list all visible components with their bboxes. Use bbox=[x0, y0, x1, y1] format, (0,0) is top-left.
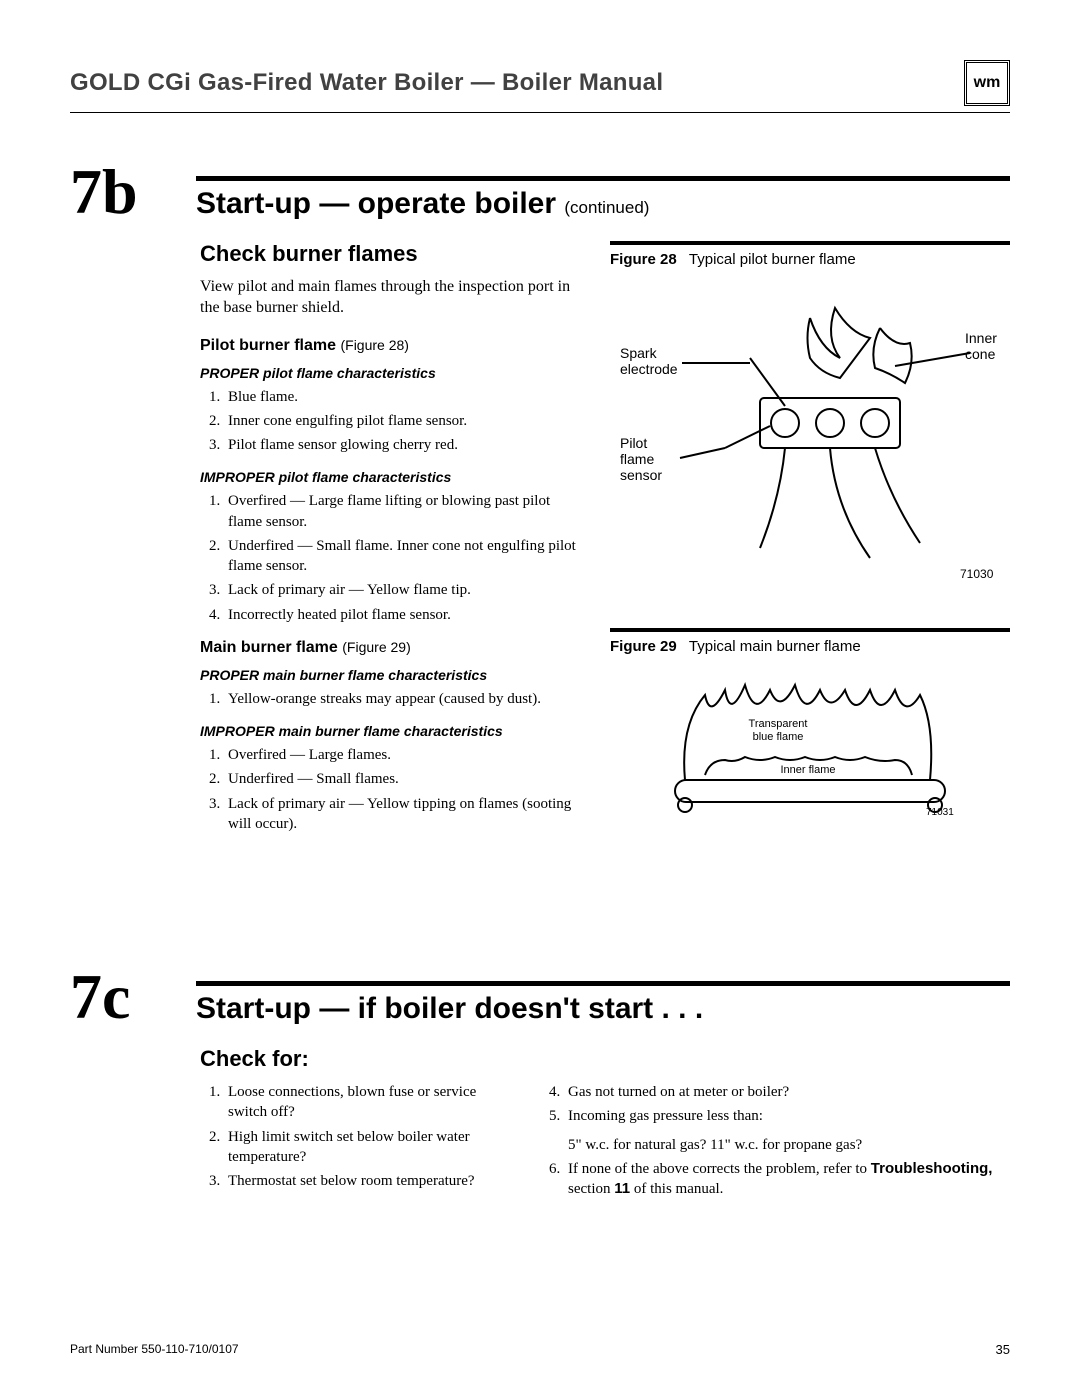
brand-logo: wm bbox=[964, 60, 1010, 106]
section-7c-head: 7c Start-up — if boiler doesn't start . … bbox=[70, 968, 1010, 1026]
bold-text: Troubleshooting, bbox=[871, 1160, 993, 1177]
check-list-right: Gas not turned on at meter or boiler? In… bbox=[564, 1082, 1010, 1199]
main-figref: (Figure 29) bbox=[342, 639, 410, 655]
right-column: Figure 28 Typical pilot burner flame bbox=[610, 241, 1010, 848]
bold-text: 11 bbox=[614, 1180, 630, 1197]
list-item: If none of the above corrects the proble… bbox=[564, 1159, 1010, 1200]
section-title-wrap: Start-up — operate boiler (continued) bbox=[196, 176, 1010, 221]
figure-28-diagram: Spark electrode Inner cone Pilot flame s… bbox=[610, 278, 1010, 598]
figure-29-diagram: Transparent blue flame Inner flame 71031 bbox=[610, 665, 1010, 825]
pilot-heading: Pilot burner flame (Figure 28) bbox=[200, 337, 580, 355]
svg-text:blue flame: blue flame bbox=[753, 731, 804, 743]
list-item: Gas not turned on at meter or boiler? bbox=[564, 1082, 1010, 1102]
section-number: 7c bbox=[70, 968, 180, 1026]
section-title: Start-up — if boiler doesn't start . . . bbox=[196, 992, 703, 1025]
left-column: Check burner flames View pilot and main … bbox=[200, 241, 580, 848]
check-for-left: Loose connections, blown fuse or service… bbox=[200, 1082, 510, 1213]
section-7b-body: Check burner flames View pilot and main … bbox=[200, 241, 1010, 848]
svg-text:cone: cone bbox=[965, 346, 996, 362]
check-list-left: Loose connections, blown fuse or service… bbox=[224, 1082, 510, 1191]
proper-main-h: PROPER main burner flame characteristics bbox=[200, 667, 580, 683]
section-title-text: Start-up — operate boiler bbox=[196, 187, 556, 220]
improper-pilot-h: IMPROPER pilot flame characteristics bbox=[200, 469, 580, 485]
logo-text: wm bbox=[974, 74, 1001, 92]
proper-pilot-h: PROPER pilot flame characteristics bbox=[200, 365, 580, 381]
item-text: section bbox=[568, 1181, 614, 1197]
manual-title: GOLD CGi Gas-Fired Water Boiler — Boiler… bbox=[70, 69, 663, 97]
section-7b-head: 7b Start-up — operate boiler (continued) bbox=[70, 163, 1010, 221]
proper-main-list: Yellow-orange streaks may appear (caused… bbox=[224, 689, 580, 709]
list-item: Incorrectly heated pilot flame sensor. bbox=[224, 605, 580, 625]
continued-label: (continued) bbox=[564, 198, 649, 217]
list-item: Overfired — Large flame lifting or blowi… bbox=[224, 491, 580, 532]
main-title: Main burner flame bbox=[200, 639, 338, 656]
check-for-columns: Loose connections, blown fuse or service… bbox=[200, 1082, 1010, 1213]
svg-text:sensor: sensor bbox=[620, 467, 662, 483]
improper-main-h: IMPROPER main burner flame characteristi… bbox=[200, 723, 580, 739]
list-item: Blue flame. bbox=[224, 387, 580, 407]
svg-text:Pilot: Pilot bbox=[620, 435, 647, 451]
fig-id: 71031 bbox=[926, 807, 954, 818]
list-item: Lack of primary air — Yellow flame tip. bbox=[224, 580, 580, 600]
list-item: Underfired — Small flames. bbox=[224, 769, 580, 789]
fig-caption-text: Typical main burner flame bbox=[689, 638, 861, 655]
item-text: of this manual. bbox=[630, 1181, 723, 1197]
list-item: Incoming gas pressure less than: 5" w.c.… bbox=[564, 1106, 1010, 1155]
page-number: 35 bbox=[996, 1342, 1010, 1357]
pilot-flame-svg: Spark electrode Inner cone Pilot flame s… bbox=[610, 278, 1010, 598]
label-spark: Spark bbox=[620, 345, 658, 361]
section-title: Start-up — operate boiler (continued) bbox=[196, 187, 649, 220]
section-number: 7b bbox=[70, 163, 180, 221]
fig-label: Figure 28 bbox=[610, 251, 677, 268]
list-item: Thermostat set below room temperature? bbox=[224, 1171, 510, 1191]
sub-text: 5" w.c. for natural gas? 11" w.c. for pr… bbox=[568, 1135, 1010, 1155]
list-item: Underfired — Small flame. Inner cone not… bbox=[224, 536, 580, 577]
svg-text:Transparent: Transparent bbox=[749, 718, 808, 730]
list-item: Inner cone engulfing pilot flame sensor. bbox=[224, 411, 580, 431]
svg-text:Inner flame: Inner flame bbox=[780, 764, 835, 776]
figure-28-caption: Figure 28 Typical pilot burner flame bbox=[610, 251, 1010, 268]
list-item: Yellow-orange streaks may appear (caused… bbox=[224, 689, 580, 709]
section-7c: 7c Start-up — if boiler doesn't start . … bbox=[70, 968, 1010, 1213]
check-burner-heading: Check burner flames bbox=[200, 241, 580, 267]
figure-29-caption: Figure 29 Typical main burner flame bbox=[610, 638, 1010, 655]
fig-label: Figure 29 bbox=[610, 638, 677, 655]
list-item: Loose connections, blown fuse or service… bbox=[224, 1082, 510, 1123]
proper-pilot-list: Blue flame. Inner cone engulfing pilot f… bbox=[224, 387, 580, 456]
svg-text:flame: flame bbox=[620, 451, 654, 467]
list-item: Lack of primary air — Yellow tipping on … bbox=[224, 794, 580, 835]
item-text: Incoming gas pressure less than: bbox=[568, 1108, 763, 1124]
page-footer: Part Number 550-110-710/0107 35 bbox=[70, 1342, 1010, 1357]
pilot-figref: (Figure 28) bbox=[340, 337, 408, 353]
fig-caption-text: Typical pilot burner flame bbox=[689, 251, 856, 268]
list-item: Overfired — Large flames. bbox=[224, 745, 580, 765]
check-for-heading: Check for: bbox=[200, 1046, 1010, 1072]
svg-text:electrode: electrode bbox=[620, 361, 678, 377]
list-item: High limit switch set below boiler water… bbox=[224, 1127, 510, 1168]
improper-pilot-list: Overfired — Large flame lifting or blowi… bbox=[224, 491, 580, 625]
main-flame-svg: Transparent blue flame Inner flame 71031 bbox=[630, 665, 990, 825]
item-text: If none of the above corrects the proble… bbox=[568, 1161, 871, 1177]
svg-text:Inner: Inner bbox=[965, 330, 997, 346]
part-number: Part Number 550-110-710/0107 bbox=[70, 1342, 239, 1357]
pilot-title: Pilot burner flame bbox=[200, 337, 336, 354]
intro-text: View pilot and main flames through the i… bbox=[200, 277, 580, 319]
main-heading: Main burner flame (Figure 29) bbox=[200, 639, 580, 657]
fig-id: 71030 bbox=[960, 567, 994, 581]
improper-main-list: Overfired — Large flames. Underfired — S… bbox=[224, 745, 580, 834]
list-item: Pilot flame sensor glowing cherry red. bbox=[224, 435, 580, 455]
figure-rule bbox=[610, 241, 1010, 245]
section-title-wrap: Start-up — if boiler doesn't start . . . bbox=[196, 981, 1010, 1026]
page-header: GOLD CGi Gas-Fired Water Boiler — Boiler… bbox=[70, 60, 1010, 113]
check-for-right: Gas not turned on at meter or boiler? In… bbox=[540, 1082, 1010, 1213]
figure-rule bbox=[610, 628, 1010, 632]
